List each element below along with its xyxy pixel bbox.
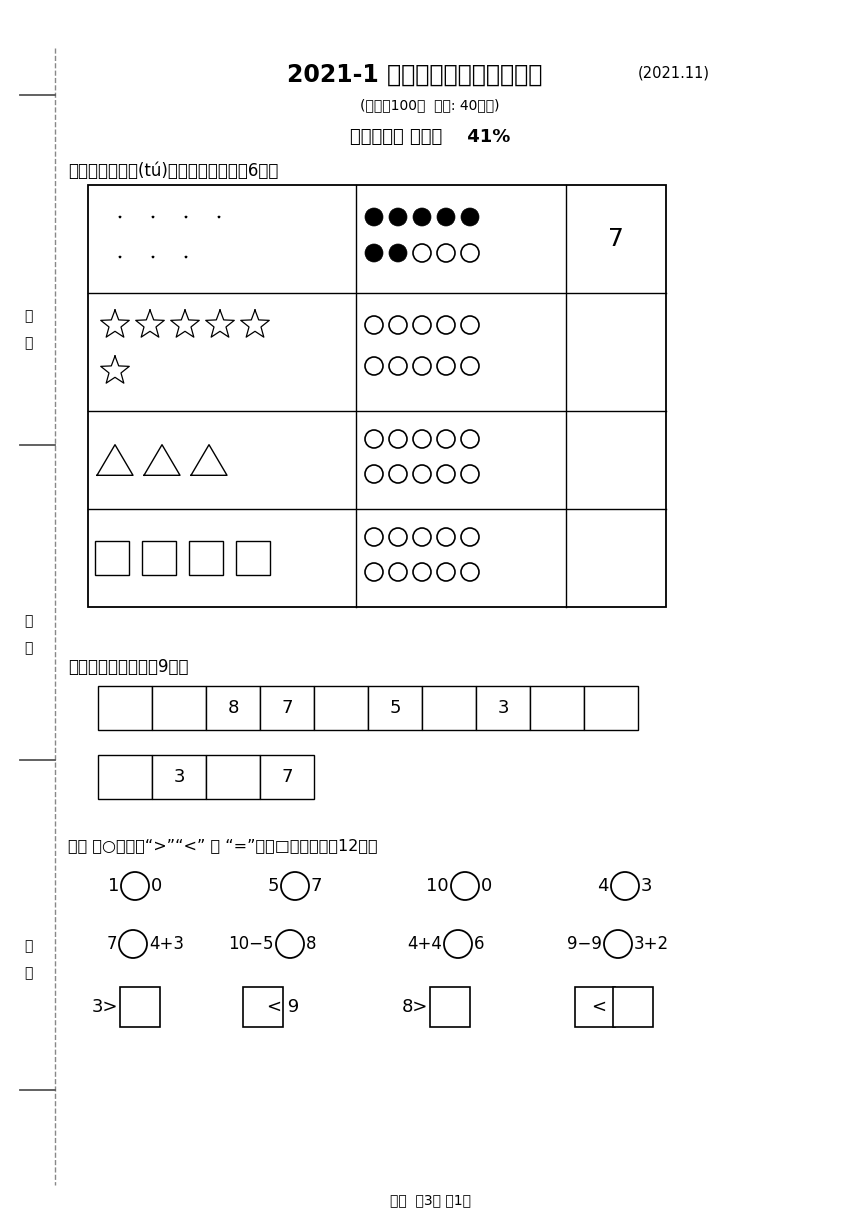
Bar <box>368 686 422 730</box>
Bar <box>430 987 470 1027</box>
Bar <box>476 686 530 730</box>
Text: 8: 8 <box>227 699 239 717</box>
Text: 3: 3 <box>173 768 185 786</box>
Bar <box>575 987 615 1027</box>
Text: 0: 0 <box>151 877 163 895</box>
Bar <box>422 686 476 730</box>
Text: 姓
名: 姓 名 <box>24 615 32 656</box>
Bar <box>243 987 283 1027</box>
Circle shape <box>389 208 407 226</box>
Text: 一数  关3页 第1页: 一数 关3页 第1页 <box>390 1193 470 1206</box>
Bar <box>260 686 314 730</box>
Text: 3: 3 <box>497 699 509 717</box>
Text: 第一部分： 我能行    41%: 第一部分： 我能行 41% <box>350 128 510 146</box>
Text: 2021-1 一年级数学学业质量检测: 2021-1 一年级数学学业质量检测 <box>287 63 543 87</box>
Text: (满分：100分  时间: 40分钟): (满分：100分 时间: 40分钟) <box>360 98 500 112</box>
Text: 10−5: 10−5 <box>229 936 274 953</box>
Text: 学
号: 学 号 <box>24 310 32 351</box>
Circle shape <box>389 244 407 262</box>
Circle shape <box>461 208 479 226</box>
Bar <box>152 686 206 730</box>
Circle shape <box>413 208 431 226</box>
Text: 7: 7 <box>608 227 624 252</box>
Text: 三、 在○里填上“>”“<” 或 “=”，在□里填数。（12分）: 三、 在○里填上“>”“<” 或 “=”，在□里填数。（12分） <box>68 838 378 853</box>
Text: 5: 5 <box>267 877 279 895</box>
Text: <: < <box>592 998 606 1016</box>
Bar <box>260 755 314 799</box>
Text: 3>: 3> <box>91 998 118 1016</box>
Circle shape <box>365 208 383 226</box>
Text: 7: 7 <box>107 936 117 953</box>
Text: 0: 0 <box>481 877 492 895</box>
Text: 7: 7 <box>281 768 292 786</box>
Bar <box>142 541 176 575</box>
Bar <box>236 541 270 575</box>
Text: 8>: 8> <box>402 998 428 1016</box>
Circle shape <box>437 208 455 226</box>
Bar <box>613 987 653 1027</box>
Bar <box>314 686 368 730</box>
Text: 7: 7 <box>311 877 322 895</box>
Bar <box>189 541 223 575</box>
Text: 二、找规律填数。（9分）: 二、找规律填数。（9分） <box>68 659 188 676</box>
Bar <box>152 755 206 799</box>
Text: 4+3: 4+3 <box>149 936 184 953</box>
Text: 4: 4 <box>598 877 609 895</box>
Bar <box>120 987 160 1027</box>
Bar <box>584 686 638 730</box>
Text: (2021.11): (2021.11) <box>638 64 710 80</box>
Bar <box>88 185 666 608</box>
Text: < 9: < 9 <box>267 998 299 1016</box>
Text: 8: 8 <box>306 936 316 953</box>
Bar <box>206 686 260 730</box>
Text: 1: 1 <box>108 877 119 895</box>
Text: 4+4: 4+4 <box>407 936 442 953</box>
Text: 6: 6 <box>474 936 484 953</box>
Text: 一、数一数，涂(tú)一涂，填一填。（6分）: 一、数一数，涂(tú)一涂，填一填。（6分） <box>68 162 279 180</box>
Text: 班
级: 班 级 <box>24 939 32 981</box>
Text: 9−9: 9−9 <box>567 936 602 953</box>
Text: 10: 10 <box>427 877 449 895</box>
Text: 3: 3 <box>641 877 653 895</box>
Bar <box>98 686 152 730</box>
Circle shape <box>365 244 383 262</box>
Bar <box>98 755 152 799</box>
Text: 7: 7 <box>281 699 292 717</box>
Text: 3+2: 3+2 <box>634 936 669 953</box>
Bar <box>95 541 129 575</box>
Text: 5: 5 <box>390 699 401 717</box>
Bar <box>530 686 584 730</box>
Bar <box>206 755 260 799</box>
